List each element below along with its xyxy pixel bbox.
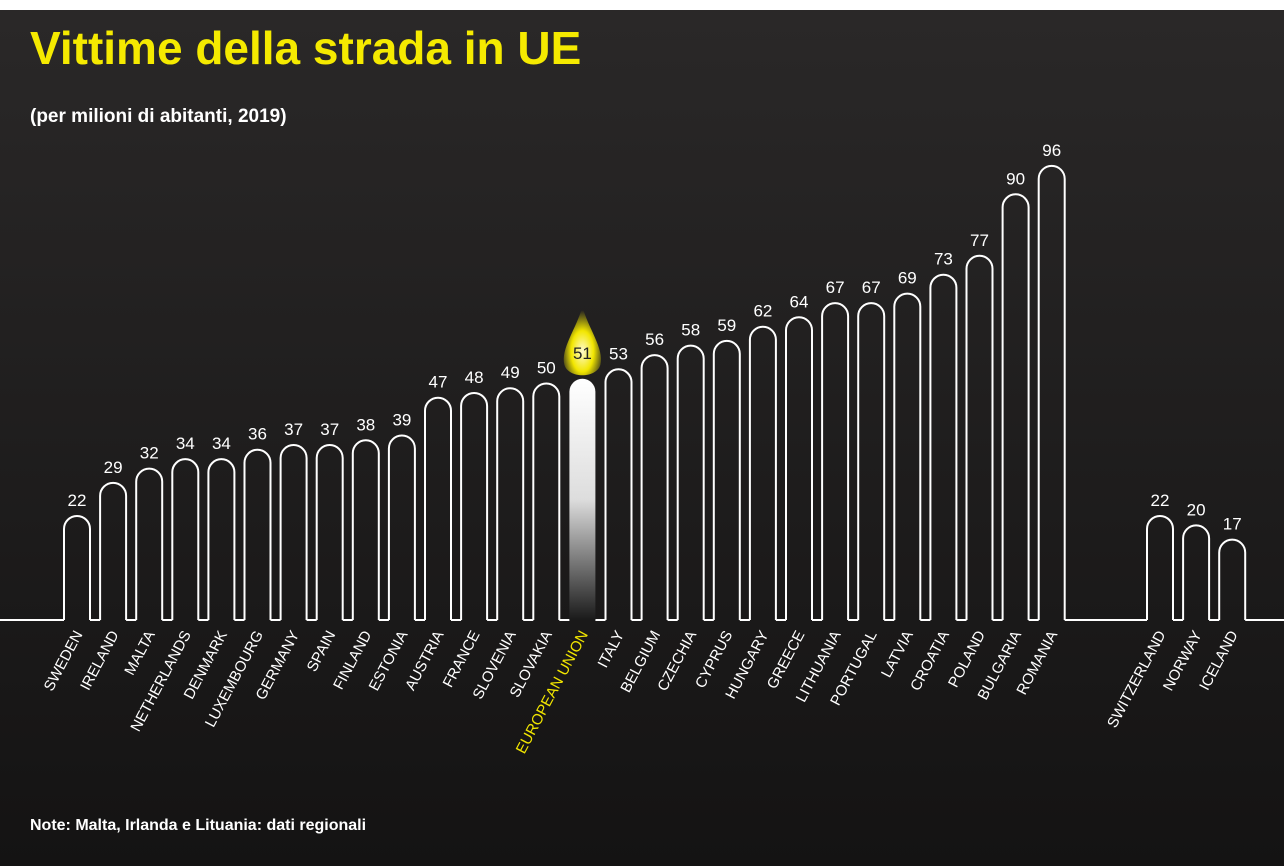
value-label: 22 <box>1151 491 1170 510</box>
chart-title: Vittime della strada in UE <box>30 22 581 74</box>
value-label: 64 <box>790 292 809 311</box>
value-label: 48 <box>465 368 484 387</box>
value-label: 17 <box>1223 515 1242 534</box>
note: Note: Malta, Irlanda e Lituania: dati re… <box>30 817 366 834</box>
value-label: 39 <box>392 411 411 430</box>
bar <box>569 379 595 620</box>
value-label: 67 <box>826 278 845 297</box>
chart: Vittime della strada in UE (per milioni … <box>0 0 1284 866</box>
value-label: 37 <box>320 420 339 439</box>
value-label: 77 <box>970 231 989 250</box>
value-label: 29 <box>104 458 123 477</box>
value-label: 32 <box>140 444 159 463</box>
value-label: 38 <box>356 415 375 434</box>
value-label: 49 <box>501 363 520 382</box>
value-label: 36 <box>248 425 267 444</box>
value-label: 59 <box>717 316 736 335</box>
value-label: 37 <box>284 420 303 439</box>
value-label: 73 <box>934 250 953 269</box>
chart-subtitle: (per milioni di abitanti, 2019) <box>30 106 287 127</box>
value-label: 51 <box>573 344 592 363</box>
value-label: 34 <box>176 434 195 453</box>
value-label: 67 <box>862 278 881 297</box>
value-label: 34 <box>212 434 231 453</box>
value-label: 22 <box>68 491 87 510</box>
value-label: 53 <box>609 344 628 363</box>
value-label: 20 <box>1187 500 1206 519</box>
value-label: 90 <box>1006 169 1025 188</box>
value-label: 62 <box>753 302 772 321</box>
value-label: 69 <box>898 269 917 288</box>
value-label: 47 <box>429 373 448 392</box>
value-label: 50 <box>537 359 556 378</box>
value-label: 56 <box>645 330 664 349</box>
value-label: 96 <box>1042 141 1061 160</box>
value-label: 58 <box>681 321 700 340</box>
